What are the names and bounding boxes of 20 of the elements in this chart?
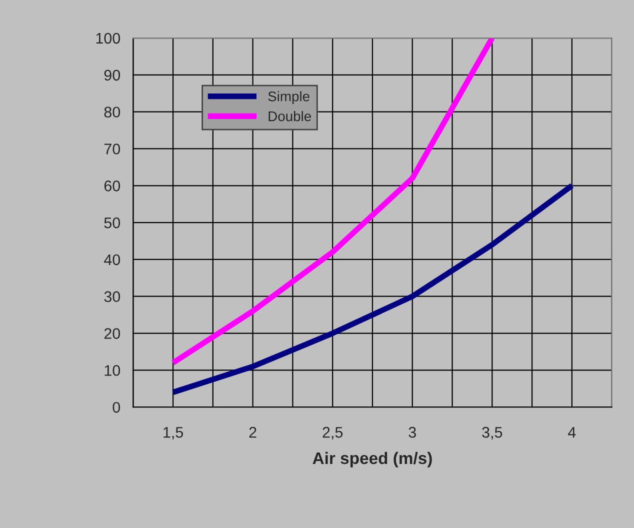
x-tick-label: 2,5 bbox=[322, 426, 343, 440]
x-tick-label: 1,5 bbox=[164, 427, 184, 440]
y-tick-label: 90 bbox=[104, 70, 120, 81]
y-tick-label: 0 bbox=[112, 402, 120, 413]
y-tick-label: 30 bbox=[104, 291, 120, 302]
y-tick-label: 70 bbox=[104, 144, 120, 154]
y-tick-label: 40 bbox=[104, 254, 120, 266]
y-tick-label: 50 bbox=[104, 217, 120, 228]
x-axis-title: Air speed (m/s) bbox=[312, 452, 432, 468]
legend-label: Simple bbox=[268, 91, 310, 104]
y-tick-label: 80 bbox=[104, 106, 120, 118]
legend-label: Double bbox=[268, 111, 311, 122]
y-tick-label: 100 bbox=[96, 32, 120, 44]
x-tick-label: 4 bbox=[568, 427, 576, 438]
y-tick-label: 60 bbox=[104, 180, 120, 192]
y-tick-label: 10 bbox=[104, 365, 120, 376]
y-tick-label: 20 bbox=[104, 328, 120, 339]
x-tick-label: 2 bbox=[249, 426, 256, 438]
x-tick-label: 3,5 bbox=[482, 426, 502, 440]
x-tick-label: 3 bbox=[408, 426, 416, 438]
